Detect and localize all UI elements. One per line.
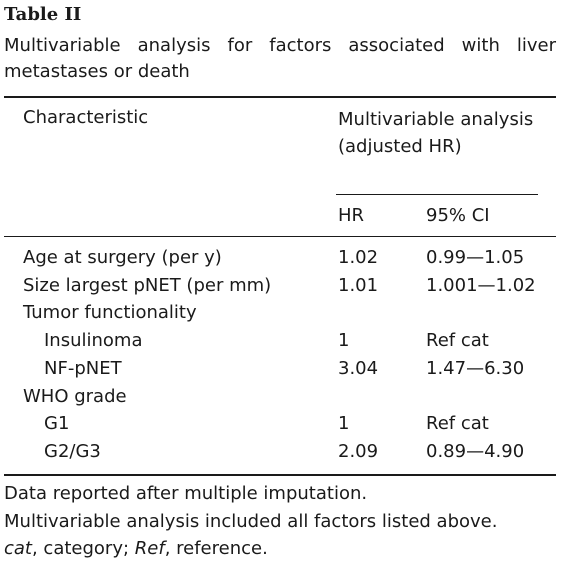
abbr-ref-definition: , reference. <box>164 538 268 559</box>
row-hr-g2-g3: 2.09 <box>338 441 379 462</box>
row-label-who-grade: WHO grade <box>23 386 127 407</box>
table-caption: Multivariable analysis for factors assoc… <box>4 35 556 82</box>
row-label-insulinoma: Insulinoma <box>44 330 143 351</box>
group-rule <box>336 194 538 195</box>
table-label: Table II <box>4 4 82 25</box>
header-characteristic: Characteristic <box>23 107 149 128</box>
row-ci-insulinoma: Ref cat <box>426 330 489 351</box>
footnote-factors: Multivariable analysis included all fact… <box>4 511 498 532</box>
abbr-cat-definition: , category; <box>31 538 135 559</box>
row-hr-age: 1.02 <box>338 247 379 268</box>
row-ci-age: 0.99—1.05 <box>426 247 525 268</box>
header-multivariable-analysis: Multivariable analysis (adjusted HR) <box>338 109 534 157</box>
row-hr-insulinoma: 1 <box>338 330 350 351</box>
header-rule <box>4 236 556 237</box>
row-label-g2-g3: G2/G3 <box>44 441 101 462</box>
row-label-g1: G1 <box>44 413 70 434</box>
row-label-nf-pnet: NF-pNET <box>44 358 122 379</box>
header-hr: HR <box>338 205 365 226</box>
header-ci: 95% CI <box>426 205 490 226</box>
row-ci-g2-g3: 0.89—4.90 <box>426 441 525 462</box>
row-ci-size: 1.001—1.02 <box>426 275 536 296</box>
row-hr-size: 1.01 <box>338 275 379 296</box>
bottom-rule <box>4 474 556 476</box>
row-hr-g1: 1 <box>338 413 350 434</box>
row-label-tumor-functionality: Tumor functionality <box>23 302 197 323</box>
footnote-abbreviations: cat, category; Ref, reference. <box>4 535 268 563</box>
row-label-age: Age at surgery (per y) <box>23 247 222 268</box>
row-ci-nf-pnet: 1.47—6.30 <box>426 358 525 379</box>
row-hr-nf-pnet: 3.04 <box>338 358 379 379</box>
abbr-ref-term: Ref <box>134 538 165 559</box>
top-rule <box>4 96 556 98</box>
footnote-imputation: Data reported after multiple imputation. <box>4 483 368 504</box>
row-label-size: Size largest pNET (per mm) <box>23 275 272 296</box>
abbr-cat-term: cat <box>4 538 32 559</box>
row-ci-g1: Ref cat <box>426 413 489 434</box>
